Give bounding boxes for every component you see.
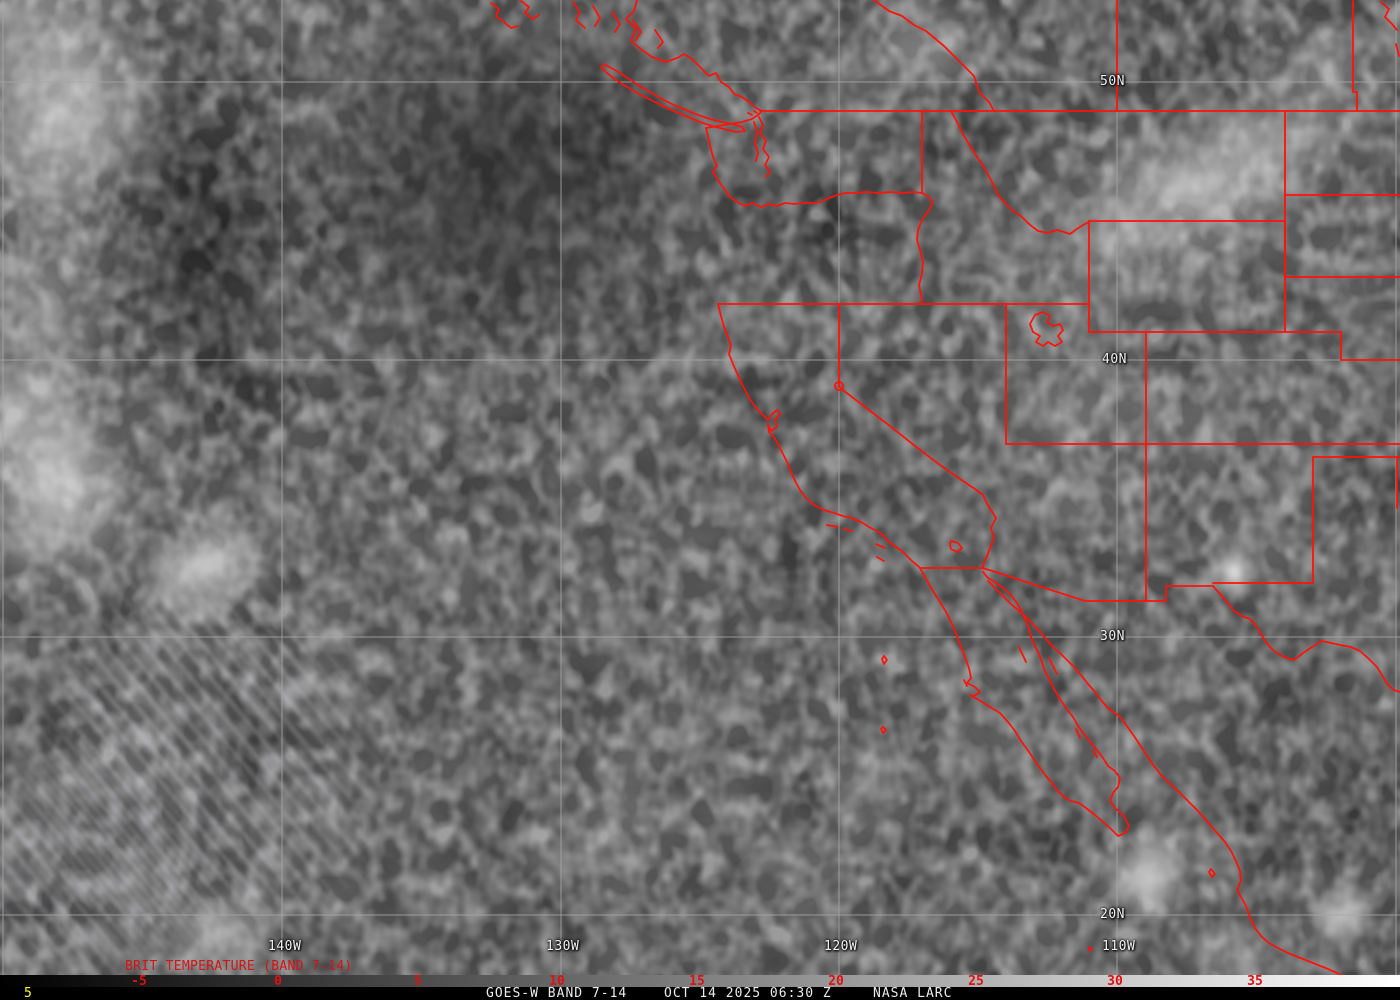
footer-bar: 5 GOES-W BAND 7-14 OCT 14 2025 06:30 Z N… [0,986,1400,1000]
lon-label-130w: 130W [546,939,580,954]
colorbar-tick: 35 [1247,974,1263,989]
lat-label-40n: 40N [1102,352,1127,367]
lat-label-50n: 50N [1100,74,1125,89]
colorbar-tick: 30 [1107,974,1123,989]
footer-credit: NASA LARC [873,986,953,1000]
colorbar-tick: 0 [274,974,282,989]
footer-frame-number: 5 [24,986,32,1000]
product-caption: BRIT TEMPERATURE (BAND 7-14) [125,959,353,974]
lat-label-20n: 20N [1100,907,1125,922]
lon-label-140w: 140W [268,939,302,954]
colorbar-tick: -5 [131,974,147,989]
colorbar-tick: 20 [828,974,844,989]
coastline-border-lines [490,0,1400,1000]
colorbar-tick: 25 [968,974,984,989]
footer-product-title: GOES-W BAND 7-14 [486,986,628,1000]
lat-label-30n: 30N [1100,629,1125,644]
colorbar-tick: 5 [414,974,422,989]
lon-label-110w: 110W [1102,939,1136,954]
colorbar-tick: 10 [549,974,565,989]
graticule-lines [0,0,1400,975]
island-dot [1088,947,1092,951]
colorbar-tick: 15 [689,974,705,989]
brightness-temperature-colorbar: -5 0 5 10 15 20 25 30 35 [0,974,1400,989]
footer-timestamp: OCT 14 2025 06:30 Z [664,986,832,1000]
lon-label-120w: 120W [824,939,858,954]
